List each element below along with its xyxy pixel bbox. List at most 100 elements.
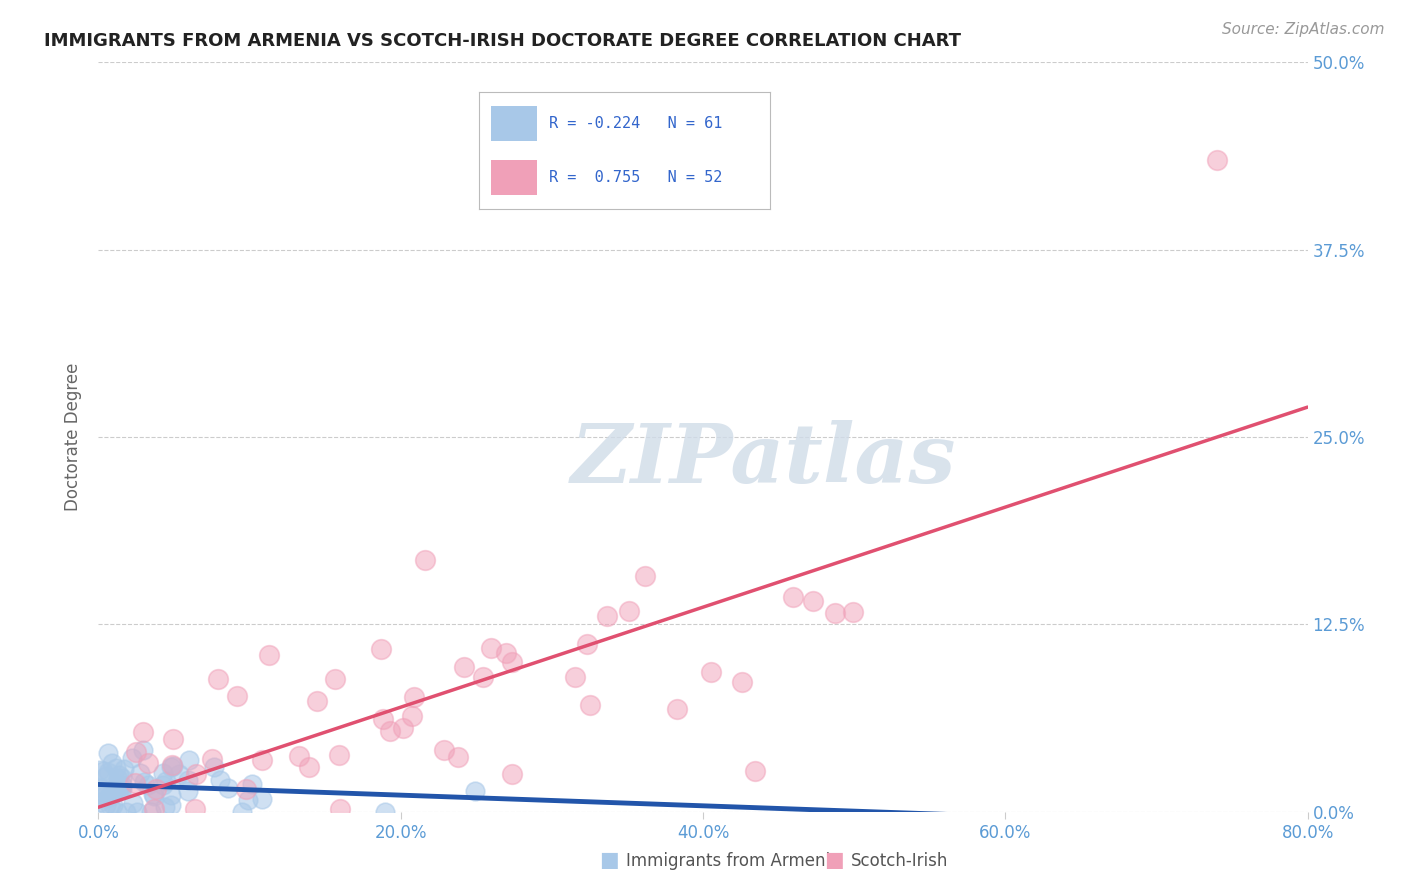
Point: [97, 746, 120, 760]
Point: [177, 773, 200, 788]
Text: Scotch-Irish: Scotch-Irish: [851, 852, 948, 870]
Point: [142, 802, 165, 816]
Point: [108, 767, 131, 781]
Point: [160, 788, 183, 802]
Point: [145, 781, 167, 796]
Point: [105, 805, 128, 819]
Point: [91, 764, 114, 778]
Point: [111, 781, 134, 796]
Point: [97, 790, 120, 805]
Point: [479, 641, 502, 656]
Point: [1206, 153, 1229, 167]
Point: [617, 604, 640, 618]
Point: [186, 767, 208, 781]
Text: Immigrants from Armenia: Immigrants from Armenia: [626, 852, 839, 870]
Point: [447, 750, 470, 764]
Point: [564, 670, 586, 684]
Point: [782, 590, 804, 604]
Point: [121, 796, 143, 810]
Point: [378, 724, 401, 739]
Point: [235, 782, 257, 797]
Point: [160, 798, 183, 813]
Point: [207, 673, 229, 687]
Point: [824, 606, 846, 620]
Point: [329, 802, 352, 816]
Point: [169, 767, 191, 781]
Point: [142, 787, 165, 801]
Point: [94, 797, 117, 812]
Point: [132, 725, 155, 739]
Point: [217, 781, 239, 796]
Point: [111, 777, 134, 791]
Point: [464, 784, 486, 798]
Point: [501, 655, 523, 669]
Point: [131, 743, 153, 757]
Point: [107, 772, 129, 786]
Point: [134, 774, 156, 789]
Point: [576, 637, 599, 651]
Point: [162, 758, 184, 772]
Point: [259, 648, 281, 663]
Point: [201, 752, 224, 766]
Point: [472, 670, 495, 684]
Point: [501, 766, 523, 780]
Point: [96, 769, 118, 783]
Point: [107, 778, 129, 792]
Point: [101, 785, 124, 799]
Point: [121, 751, 143, 765]
Point: [250, 753, 273, 767]
Point: [413, 553, 436, 567]
Point: [152, 766, 174, 780]
Point: [731, 674, 754, 689]
Point: [97, 765, 120, 780]
Point: [374, 805, 396, 819]
Point: [578, 698, 600, 713]
Point: [177, 784, 200, 798]
Point: [89, 783, 111, 797]
Point: [842, 605, 865, 619]
Text: Source: ZipAtlas.com: Source: ZipAtlas.com: [1222, 22, 1385, 37]
Point: [634, 568, 657, 582]
Y-axis label: Doctorate Degree: Doctorate Degree: [65, 363, 83, 511]
Point: [153, 799, 176, 814]
Point: [803, 594, 825, 608]
Text: ■: ■: [599, 850, 619, 870]
Point: [453, 660, 475, 674]
Point: [98, 789, 121, 803]
Point: [111, 772, 134, 786]
Point: [160, 760, 183, 774]
Point: [101, 797, 124, 812]
Point: [202, 760, 225, 774]
Point: [115, 805, 138, 819]
Point: [236, 793, 259, 807]
Point: [298, 760, 321, 774]
Point: [136, 778, 159, 792]
Point: [108, 780, 131, 794]
Point: [183, 802, 205, 816]
Point: [231, 805, 253, 819]
Point: [404, 690, 426, 705]
Text: IMMIGRANTS FROM ARMENIA VS SCOTCH-IRISH DOCTORATE DEGREE CORRELATION CHART: IMMIGRANTS FROM ARMENIA VS SCOTCH-IRISH …: [44, 32, 962, 50]
Point: [433, 743, 456, 757]
Point: [744, 764, 766, 779]
Text: ZIPatlas: ZIPatlas: [571, 419, 956, 500]
Point: [665, 702, 688, 716]
Point: [98, 799, 121, 814]
Point: [90, 780, 112, 795]
Point: [328, 747, 350, 762]
Point: [391, 721, 413, 735]
Point: [136, 756, 159, 771]
Point: [124, 776, 146, 790]
Point: [209, 773, 232, 788]
Point: [129, 765, 152, 780]
Point: [89, 764, 111, 778]
Point: [370, 641, 392, 656]
Point: [108, 782, 131, 797]
Text: ■: ■: [824, 850, 844, 870]
Point: [104, 761, 127, 775]
Point: [89, 795, 111, 809]
Point: [112, 762, 135, 776]
Point: [177, 753, 200, 767]
Point: [401, 708, 423, 723]
Point: [143, 789, 166, 804]
